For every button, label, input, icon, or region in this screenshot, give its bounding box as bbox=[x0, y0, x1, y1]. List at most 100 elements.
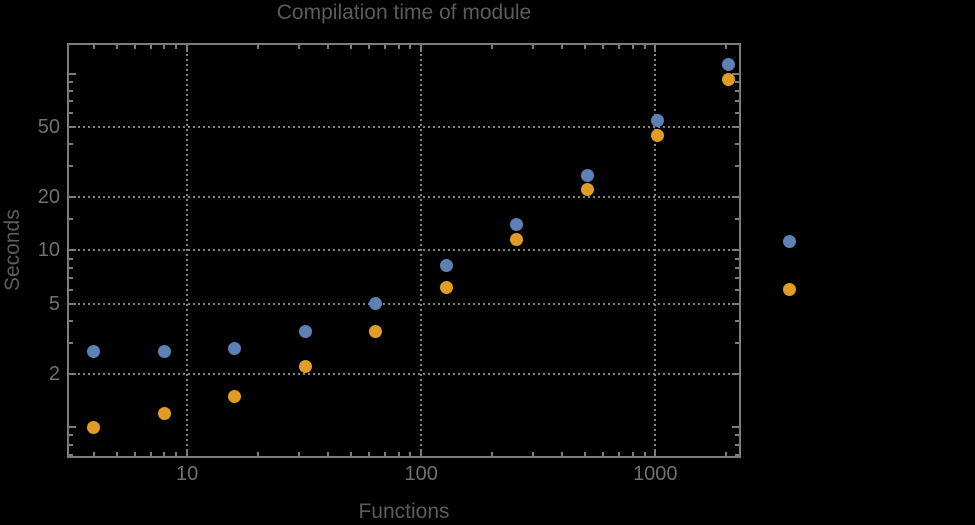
data-point-series-orange bbox=[439, 280, 453, 294]
tick-mark bbox=[297, 452, 300, 457]
tick-mark bbox=[732, 302, 740, 305]
tick-mark bbox=[186, 44, 189, 52]
tick-mark bbox=[643, 452, 646, 457]
tick-mark bbox=[68, 257, 73, 260]
data-point-series-orange bbox=[298, 360, 312, 374]
tick-mark bbox=[735, 319, 740, 322]
tick-mark bbox=[735, 111, 740, 114]
tick-mark bbox=[68, 249, 76, 252]
tick-mark bbox=[397, 452, 400, 457]
tick-mark bbox=[68, 111, 73, 114]
tick-mark bbox=[68, 218, 73, 221]
tick-mark bbox=[68, 443, 73, 446]
tick-mark bbox=[397, 44, 400, 49]
tick-mark bbox=[68, 99, 73, 102]
tick-mark bbox=[327, 44, 330, 49]
data-point-series-blue bbox=[87, 344, 101, 358]
tick-mark bbox=[732, 249, 740, 252]
chart-title: Compilation time of module bbox=[276, 1, 532, 24]
tick-mark bbox=[735, 89, 740, 92]
data-point-series-orange bbox=[157, 406, 171, 420]
plot-frame bbox=[67, 43, 741, 458]
data-point-series-orange bbox=[369, 324, 383, 338]
tick-mark bbox=[349, 452, 352, 457]
data-point-series-blue bbox=[721, 57, 735, 71]
data-point-series-orange bbox=[580, 183, 594, 197]
y-tick-label: 2 bbox=[48, 363, 60, 386]
data-point-series-orange bbox=[510, 232, 524, 246]
tick-mark bbox=[420, 44, 423, 52]
tick-mark bbox=[490, 452, 493, 457]
tick-mark bbox=[175, 452, 178, 457]
data-point-series-blue bbox=[510, 218, 524, 232]
tick-mark bbox=[68, 266, 73, 269]
tick-mark bbox=[368, 44, 371, 49]
tick-mark bbox=[68, 80, 73, 83]
tick-mark bbox=[68, 89, 73, 92]
tick-mark bbox=[735, 99, 740, 102]
data-point-series-blue bbox=[369, 297, 383, 311]
tick-mark bbox=[735, 443, 740, 446]
y-tick-label: 5 bbox=[48, 292, 60, 315]
data-point-series-orange bbox=[228, 389, 242, 403]
tick-mark bbox=[409, 44, 412, 49]
tick-mark bbox=[149, 44, 152, 49]
tick-mark bbox=[735, 288, 740, 291]
y-tick-label: 20 bbox=[37, 186, 60, 209]
tick-mark bbox=[68, 426, 76, 429]
tick-mark bbox=[68, 288, 73, 291]
tick-mark bbox=[618, 452, 621, 457]
data-point-series-blue bbox=[580, 169, 594, 183]
tick-mark bbox=[175, 44, 178, 49]
data-point-series-orange bbox=[651, 129, 665, 143]
tick-mark bbox=[68, 434, 73, 437]
tick-mark bbox=[561, 44, 564, 49]
tick-mark bbox=[68, 373, 76, 376]
tick-mark bbox=[115, 44, 118, 49]
tick-mark bbox=[68, 165, 73, 168]
tick-mark bbox=[735, 142, 740, 145]
tick-mark bbox=[735, 453, 740, 456]
tick-mark bbox=[149, 452, 152, 457]
tick-mark bbox=[256, 44, 259, 49]
tick-mark bbox=[531, 452, 534, 457]
tick-mark bbox=[732, 426, 740, 429]
tick-mark bbox=[68, 319, 73, 322]
y-tick-label: 50 bbox=[37, 115, 60, 138]
tick-mark bbox=[735, 276, 740, 279]
tick-mark bbox=[163, 44, 166, 49]
data-point-series-orange bbox=[87, 420, 101, 434]
tick-mark bbox=[618, 44, 621, 49]
x-tick-label: 10 bbox=[175, 463, 199, 485]
tick-mark bbox=[163, 452, 166, 457]
x-tick-label: 1000 bbox=[633, 463, 678, 485]
tick-mark bbox=[68, 196, 76, 199]
tick-mark bbox=[68, 341, 73, 344]
tick-mark bbox=[134, 452, 137, 457]
gridline-y bbox=[68, 196, 740, 199]
tick-mark bbox=[724, 44, 727, 49]
tick-mark bbox=[68, 453, 73, 456]
tick-mark bbox=[735, 218, 740, 221]
tick-mark bbox=[631, 44, 634, 49]
gridline-y bbox=[68, 249, 740, 252]
gridline-y bbox=[68, 302, 740, 305]
tick-mark bbox=[490, 44, 493, 49]
data-point-series-blue bbox=[228, 341, 242, 355]
tick-mark bbox=[631, 452, 634, 457]
legend-marker-orange bbox=[782, 282, 796, 296]
data-point-series-blue bbox=[157, 344, 171, 358]
tick-mark bbox=[68, 125, 76, 128]
gridline-y bbox=[68, 373, 740, 376]
tick-mark bbox=[583, 44, 586, 49]
tick-mark bbox=[602, 44, 605, 49]
tick-mark bbox=[735, 80, 740, 83]
tick-mark bbox=[654, 449, 657, 457]
data-point-series-blue bbox=[651, 114, 665, 128]
tick-mark bbox=[349, 44, 352, 49]
tick-mark bbox=[732, 196, 740, 199]
tick-mark bbox=[68, 72, 76, 75]
tick-mark bbox=[735, 257, 740, 260]
tick-mark bbox=[383, 44, 386, 49]
